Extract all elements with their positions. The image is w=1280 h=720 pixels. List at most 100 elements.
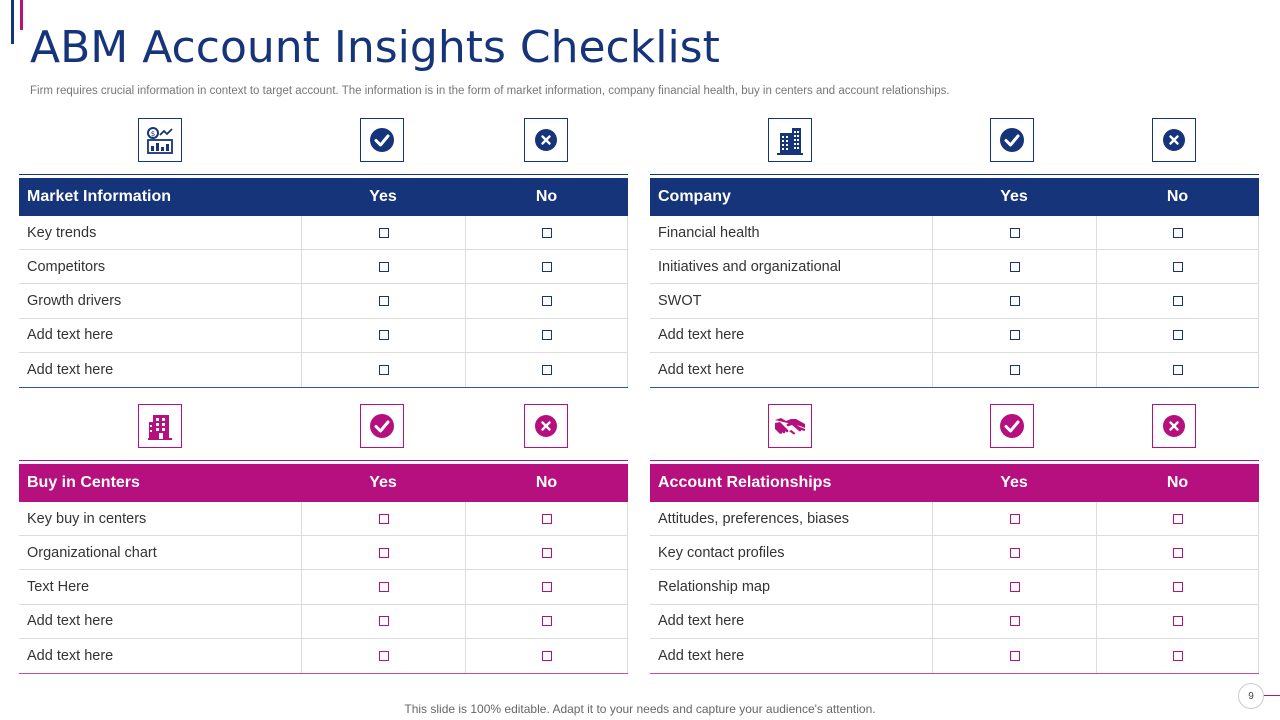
yes-checkbox[interactable] xyxy=(378,261,389,272)
no-checkbox[interactable] xyxy=(541,650,552,661)
table-row: Key contact profiles xyxy=(650,536,1259,571)
row-label: Add text here xyxy=(658,361,745,378)
yes-checkbox[interactable] xyxy=(378,547,389,558)
footer-note: This slide is 100% editable. Adapt it to… xyxy=(404,702,876,716)
no-checkbox[interactable] xyxy=(541,581,552,592)
yes-checkbox[interactable] xyxy=(1009,616,1020,627)
table-row: Key buy in centers xyxy=(19,502,628,537)
no-checkbox[interactable] xyxy=(541,364,552,375)
divider xyxy=(650,460,1259,461)
table-row: Financial health xyxy=(650,216,1259,251)
no-checkbox[interactable] xyxy=(1172,364,1183,375)
yes-checkbox[interactable] xyxy=(378,650,389,661)
divider xyxy=(19,174,628,175)
yes-checkbox[interactable] xyxy=(378,330,389,341)
row-label: Financial health xyxy=(658,224,760,241)
header-no: No xyxy=(1166,188,1189,205)
row-label: Add text here xyxy=(27,613,114,630)
checklist-rows: Financial health Initiatives and organiz… xyxy=(650,216,1259,388)
yes-checkbox[interactable] xyxy=(1009,581,1020,592)
header-no: No xyxy=(535,474,558,491)
row-label: Add text here xyxy=(27,327,114,344)
yes-checkbox[interactable] xyxy=(378,616,389,627)
no-checkbox[interactable] xyxy=(541,616,552,627)
no-checkbox[interactable] xyxy=(541,547,552,558)
yes-checkbox[interactable] xyxy=(1009,364,1020,375)
table-row: Text Here xyxy=(19,570,628,605)
yes-checkbox[interactable] xyxy=(378,295,389,306)
table-header: Market Information Yes No xyxy=(19,178,628,216)
yes-checkbox[interactable] xyxy=(1009,650,1020,661)
no-checkbox[interactable] xyxy=(1172,227,1183,238)
yes-checkbox[interactable] xyxy=(1009,547,1020,558)
table-row: Relationship map xyxy=(650,570,1259,605)
no-checkbox[interactable] xyxy=(1172,547,1183,558)
table-row: Add text here xyxy=(19,604,628,639)
no-checkbox[interactable] xyxy=(1172,295,1183,306)
no-checkbox[interactable] xyxy=(1172,581,1183,592)
page-number-line xyxy=(1264,695,1280,696)
row-label: Add text here xyxy=(27,361,114,378)
header-label: Buy in Centers xyxy=(27,474,140,491)
header-no: No xyxy=(535,188,558,205)
divider xyxy=(650,174,1259,175)
table-row: Initiatives and organizational xyxy=(650,250,1259,285)
no-checkbox[interactable] xyxy=(541,330,552,341)
table-header: Buy in Centers Yes No xyxy=(19,464,628,502)
no-cross-icon xyxy=(524,404,568,448)
row-label: Add text here xyxy=(658,647,745,664)
buy-in-centers-panel: Buy in Centers Yes No Key buy in centers… xyxy=(19,402,628,674)
company-panel: Company Yes No Financial health Initiati… xyxy=(650,116,1259,388)
yes-checkbox[interactable] xyxy=(1009,330,1020,341)
yes-check-icon xyxy=(990,118,1034,162)
icon-row xyxy=(19,402,628,450)
header-label: Account Relationships xyxy=(658,474,832,491)
accent-bar-navy xyxy=(11,0,14,44)
row-label: Organizational chart xyxy=(27,544,157,561)
table-row: Add text here xyxy=(19,638,628,673)
table-row: SWOT xyxy=(650,284,1259,319)
no-checkbox[interactable] xyxy=(1172,330,1183,341)
row-label: Key buy in centers xyxy=(27,510,147,527)
row-label: Text Here xyxy=(27,578,90,595)
yes-checkbox[interactable] xyxy=(378,581,389,592)
row-label: Key trends xyxy=(27,224,97,241)
table-row: Competitors xyxy=(19,250,628,285)
yes-check-icon xyxy=(990,404,1034,448)
table-row: Growth drivers xyxy=(19,284,628,319)
no-checkbox[interactable] xyxy=(1172,616,1183,627)
table-row: Add text here xyxy=(650,604,1259,639)
yes-checkbox[interactable] xyxy=(1009,227,1020,238)
market-information-panel: $ Market Information Yes No Key trends C… xyxy=(19,116,628,388)
building-icon xyxy=(138,404,182,448)
row-label: Relationship map xyxy=(658,578,771,595)
row-label: Add text here xyxy=(658,613,745,630)
page-subtitle: Firm requires crucial information in con… xyxy=(30,85,950,97)
svg-text:$: $ xyxy=(151,130,155,138)
yes-checkbox[interactable] xyxy=(1009,513,1020,524)
yes-checkbox[interactable] xyxy=(378,513,389,524)
no-checkbox[interactable] xyxy=(541,295,552,306)
yes-checkbox[interactable] xyxy=(378,364,389,375)
table-header: Company Yes No xyxy=(650,178,1259,216)
table-row: Attitudes, preferences, biases xyxy=(650,502,1259,537)
table-row: Add text here xyxy=(650,638,1259,673)
yes-check-icon xyxy=(360,404,404,448)
market-analysis-icon: $ xyxy=(138,118,182,162)
no-checkbox[interactable] xyxy=(541,513,552,524)
yes-checkbox[interactable] xyxy=(1009,295,1020,306)
no-checkbox[interactable] xyxy=(1172,261,1183,272)
table-row: Add text here xyxy=(650,352,1259,387)
divider xyxy=(19,460,628,461)
header-yes: Yes xyxy=(1000,188,1028,205)
yes-checkbox[interactable] xyxy=(378,227,389,238)
no-checkbox[interactable] xyxy=(1172,650,1183,661)
no-checkbox[interactable] xyxy=(1172,513,1183,524)
office-building-icon xyxy=(768,118,812,162)
no-cross-icon xyxy=(1152,118,1196,162)
table-row: Add text here xyxy=(650,318,1259,353)
yes-checkbox[interactable] xyxy=(1009,261,1020,272)
no-checkbox[interactable] xyxy=(541,261,552,272)
table-row: Add text here xyxy=(19,352,628,387)
no-checkbox[interactable] xyxy=(541,227,552,238)
